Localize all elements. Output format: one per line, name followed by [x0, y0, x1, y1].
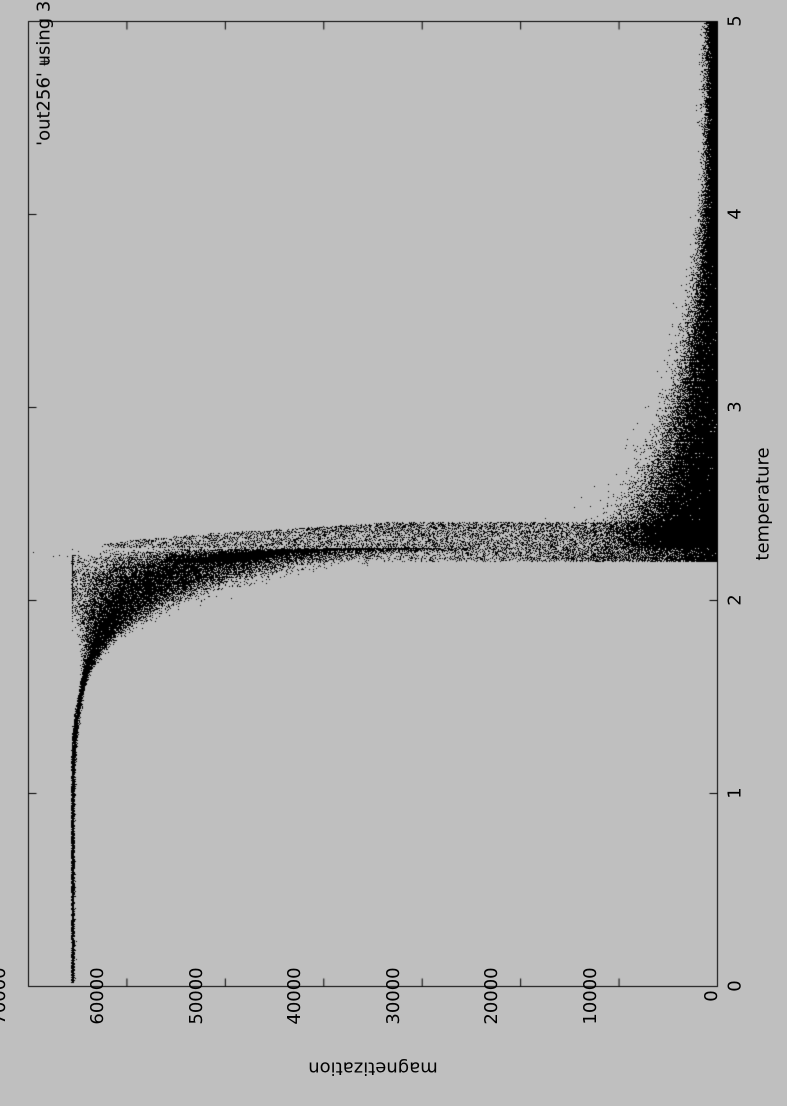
y-axis-label: magnetization — [308, 1058, 438, 1079]
y-tick-label: 70000 — [0, 967, 10, 1024]
y-tick-label: 50000 — [186, 967, 207, 1024]
y-tick-label: 40000 — [284, 967, 305, 1024]
scatter-canvas — [0, 0, 787, 1106]
y-tick-label: 10000 — [579, 967, 600, 1024]
x-tick-label: 2 — [725, 594, 746, 605]
x-axis-label: temperature — [753, 447, 774, 560]
y-tick-label: 60000 — [87, 967, 108, 1024]
x-tick-label: 4 — [725, 208, 746, 219]
x-tick-label: 3 — [725, 401, 746, 412]
x-tick-label: 0 — [725, 980, 746, 991]
y-tick-label: 20000 — [481, 967, 502, 1024]
y-tick-label: 0 — [701, 990, 722, 1001]
x-tick-label: 5 — [725, 15, 746, 26]
x-tick-label: 1 — [725, 787, 746, 798]
y-tick-label: 30000 — [383, 967, 404, 1024]
chart-container: temperature magnetization 'out256' using… — [0, 0, 787, 1106]
legend-label: 'out256' using 3:4 — [34, 0, 55, 146]
